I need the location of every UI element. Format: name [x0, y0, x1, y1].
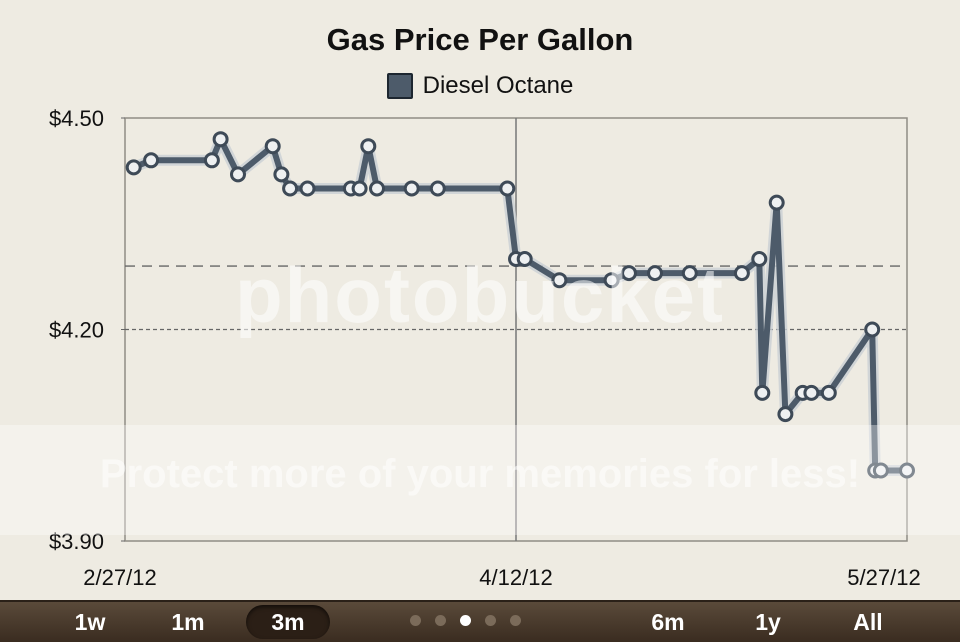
- x-tick-label-0: 2/27/12: [83, 565, 156, 590]
- data-point-14: [429, 180, 446, 197]
- data-point-19: [603, 272, 620, 289]
- data-point-1: [143, 152, 160, 169]
- page-dot-5[interactable]: [510, 615, 521, 626]
- legend-label: Diesel Octane: [422, 72, 574, 99]
- data-point-2: [203, 152, 220, 169]
- page-dot-1[interactable]: [410, 615, 421, 626]
- data-point-21: [647, 265, 663, 282]
- data-point-26: [768, 194, 785, 211]
- page-dots: [410, 615, 521, 626]
- data-point-15: [499, 180, 516, 197]
- chart-title: Gas Price Per Gallon: [326, 22, 634, 57]
- data-point-22: [681, 265, 698, 282]
- range-button-1m[interactable]: 1m: [171, 609, 205, 635]
- range-button-3m[interactable]: 3m: [246, 605, 330, 639]
- chart-area: Gas Price Per Gallon Diesel Octane $4.50…: [0, 22, 960, 590]
- x-tick-label-1: 4/12/12: [479, 565, 552, 590]
- page-dot-4[interactable]: [485, 615, 496, 626]
- data-point-4: [230, 166, 246, 183]
- range-button-all[interactable]: All: [853, 609, 883, 635]
- data-point-6: [273, 166, 290, 183]
- legend: Diesel Octane: [0, 72, 960, 100]
- data-point-0: [125, 159, 142, 176]
- data-point-17: [516, 251, 533, 267]
- data-point-5: [264, 138, 281, 155]
- data-point-11: [360, 138, 377, 155]
- series-line-glow-0: [128, 133, 913, 476]
- data-point-8: [299, 180, 316, 197]
- page-dot-2[interactable]: [435, 615, 446, 626]
- range-selector-bar: 1w 1m 3m 6m 1y All: [0, 600, 960, 642]
- y-tick-label-2: $3.90: [49, 529, 104, 554]
- data-point-12: [369, 180, 385, 197]
- data-point-7: [282, 180, 299, 197]
- data-point-34: [899, 462, 915, 479]
- data-point-29: [803, 384, 820, 401]
- y-tick-label-0: $4.50: [49, 106, 104, 131]
- plot-svg: $4.50 $4.20 $3.90 2/27/12 4/12/12 5/27/12: [49, 106, 921, 590]
- data-point-23: [733, 265, 750, 282]
- series-line-0: [130, 136, 910, 474]
- data-point-33: [872, 462, 889, 479]
- data-point-24: [751, 251, 768, 267]
- data-point-25: [754, 384, 771, 401]
- data-point-31: [864, 321, 881, 338]
- y-tick-label-1: $4.20: [49, 318, 104, 343]
- data-point-10: [351, 180, 368, 197]
- range-button-1w[interactable]: 1w: [74, 609, 106, 635]
- legend-swatch: [386, 73, 413, 99]
- data-point-20: [621, 265, 637, 282]
- range-button-6m[interactable]: 6m: [651, 609, 685, 635]
- data-point-3: [212, 131, 229, 148]
- data-point-18: [551, 272, 568, 289]
- page-dot-3[interactable]: [460, 615, 471, 626]
- x-tick-label-2: 5/27/12: [847, 565, 920, 590]
- data-point-13: [403, 180, 420, 197]
- data-point-27: [777, 406, 794, 423]
- range-button-1y[interactable]: 1y: [755, 609, 781, 635]
- data-point-30: [820, 384, 837, 401]
